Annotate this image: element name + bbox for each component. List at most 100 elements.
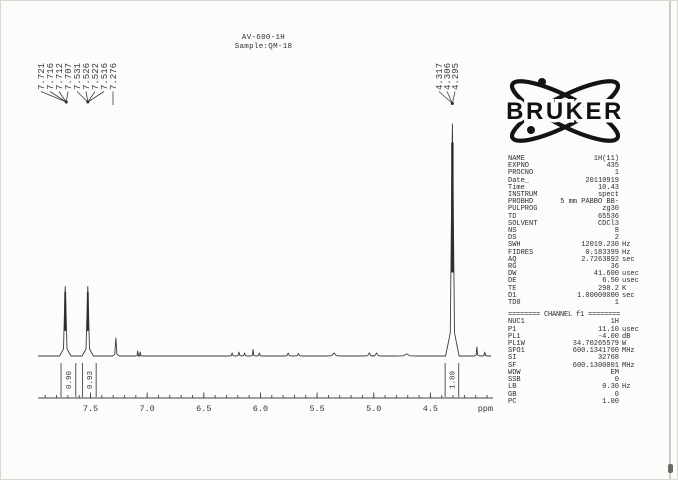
title-block: AV-600-1H Sample:QM-18 [201,34,326,52]
param-value: 1.00 [602,397,619,406]
peak-shift-label: 7.526 [82,63,92,90]
sample-name: Sample:QM-18 [234,43,293,51]
param-value: 2 [614,234,619,243]
param-row: WDW EM [508,369,648,377]
param-row: NUC1 1H [508,319,648,326]
param-row: Date_ 20110919 [508,176,648,185]
param-unit [619,392,648,399]
param-row: PL1 -4.00 dB [508,332,648,341]
param-value: 298.2 [597,284,619,293]
param-unit: usec [622,270,639,279]
peak-label-connector [87,91,105,103]
param-unit [619,370,648,377]
scan-edge-line [669,1,671,479]
peak-label-connector [87,91,96,103]
peak-label-connector [58,91,67,103]
param-row: RG 36 [508,263,648,272]
param-unit: sec [622,291,635,300]
peak-shift-label: 7.721 [37,63,47,90]
x-axis-tick-label: 4.5 [423,404,438,414]
scan-corner-mark [668,464,673,473]
param-value: 36 [610,263,619,272]
param-unit [619,156,648,163]
param-value: spect [597,191,619,200]
param-row: PROBHD 5 mm PABBO BB- [508,199,648,206]
param-value: 2.7263892 [581,255,619,264]
peak-cores [64,142,454,331]
param-row: NS 8 [508,227,648,235]
param-unit: MHz [622,347,635,356]
param-label: SOLVENT [508,219,538,228]
param-unit: sec [622,255,635,264]
param-label: NAME [508,155,525,163]
integrals: 0.90 0.93 1.89 [60,363,460,397]
x-axis-tick-label: 7.0 [139,404,154,414]
x-axis-tick-label: 6.0 [253,404,268,414]
param-unit [619,163,648,170]
param-value: 1 [614,299,619,308]
peak-label-apex-dot [450,102,454,105]
param-label: TD [508,212,517,221]
param-value: 0 [614,390,619,399]
param-unit [619,185,648,192]
atom-orbits-icon [509,79,621,143]
param-unit [619,199,648,206]
param-value: 1H [610,318,619,327]
param-unit: usec [622,325,639,334]
param-row: AQ 2.7263892 sec [508,255,648,264]
x-axis-tick-label: 7.5 [83,404,98,414]
param-value: 41.600 [593,270,619,279]
param-value: 32768 [597,354,619,363]
param-row: PROCNO 1 [508,170,648,177]
param-value: 1.00000000 [576,291,619,300]
param-row: SI 32768 [508,355,648,362]
param-label: PROBHD [508,198,534,207]
param-row: DE 6.50 usec [508,278,648,285]
param-unit: W [622,340,627,349]
param-row: SFO1 600.1341700 MHz [508,348,648,355]
param-row: TE 298.2 K [508,284,648,293]
peak-shift-label: 4.317 [435,63,445,90]
electron-dot-bottom [527,126,535,134]
param-value: 20110919 [585,176,619,185]
peak-shift-label: 7.716 [46,63,56,90]
param-unit [619,206,648,213]
param-label: GB [508,390,517,399]
peak-label-connector [438,91,453,104]
param-label: P1 [508,325,517,334]
param-unit: K [622,284,627,293]
x-axis-tick-label: 5.5 [309,404,324,414]
param-label: PL1 [508,332,521,341]
param-row: P1 11.10 usec [508,325,648,334]
param-label: TD0 [508,299,521,308]
peak-label-connector [85,91,89,103]
param-value: 0 [614,376,619,385]
spectrum-trace [38,123,491,357]
integral-value: 0.90 [66,371,74,390]
peak-shift-label: 7.276 [109,63,119,90]
param-row: PL1W 34.70265579 W [508,340,648,349]
peak-label-connector [76,91,89,103]
param-label: SSB [508,376,521,385]
param-unit [619,170,648,177]
param-value: 0.30 [602,383,619,392]
param-row: SSB 0 [508,376,648,385]
peak-label-connector [40,91,67,103]
param-label: SI [508,354,517,363]
param-label: SFO1 [508,347,525,356]
param-value: zg30 [602,205,619,214]
param-value: 6.50 [602,277,619,286]
param-value: 600.1300001 [572,361,619,370]
param-row: DW 41.600 usec [508,271,648,278]
integral-value: 1.89 [450,371,458,389]
param-unit: Hz [622,241,631,250]
param-unit [619,228,648,235]
param-row: PULPROG zg30 [508,206,648,213]
param-row: FIDRES 0.183399 Hz [508,249,648,257]
param-value: 1H(11) [593,155,619,163]
param-row: SWH 12019.230 Hz [508,242,648,249]
param-row: Time 10.43 [508,184,648,192]
x-axis-unit-label: ppm [478,404,493,414]
